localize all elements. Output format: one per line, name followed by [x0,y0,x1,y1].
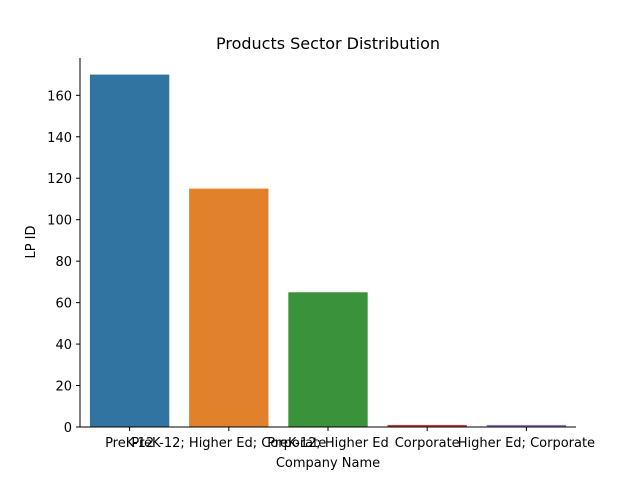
bars-group [89,74,567,428]
bar-1 [189,188,269,427]
x-tick-label-4: Higher Ed; Corporate [458,436,595,451]
y-tick-label-2: 40 [55,338,72,353]
y-tick-label-5: 100 [47,214,72,229]
y-axis-label: LP ID [24,225,39,258]
x-tick-label-2: PreK-12; Higher Ed [267,436,388,451]
x-axis-label: Company Name [276,456,380,471]
y-axis: 0 20 40 60 80 100 120 140 160 [47,58,81,436]
x-tick-label-3: Corporate [395,436,460,451]
y-tick-label-1: 20 [55,380,72,395]
bar-4 [486,424,567,427]
y-tick-label-0: 0 [64,421,72,436]
y-tick-label-3: 60 [55,297,72,312]
y-tick-label-6: 120 [47,172,72,187]
y-tick-label-7: 140 [47,131,72,146]
x-tick-label-1: PreK-12; Higher Ed; Corporate [131,436,326,451]
y-tick-label-8: 160 [47,89,72,104]
x-tick-label-0: PreK-12 [105,436,154,451]
bar-3 [387,424,467,427]
bar-2 [288,292,368,427]
bar-0 [89,74,170,428]
y-tick-label-4: 80 [55,255,72,270]
chart-title: Products Sector Distribution [216,34,440,53]
